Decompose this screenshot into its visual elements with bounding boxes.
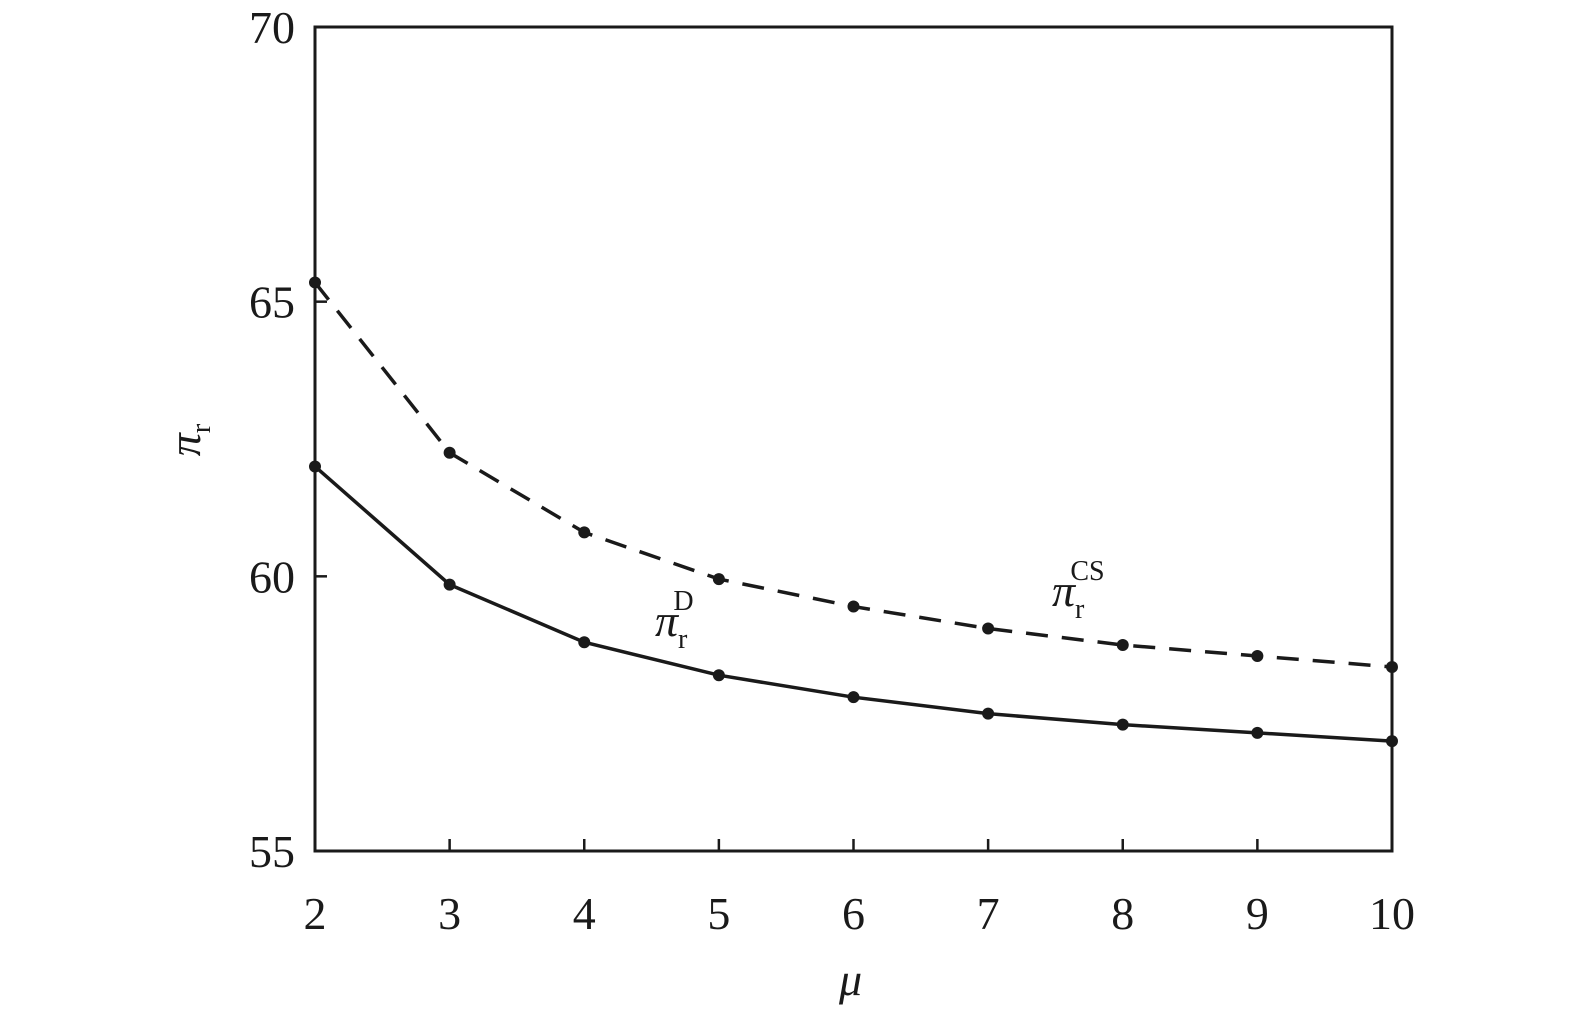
y-axis-title: πr bbox=[159, 423, 217, 456]
y-axis-ticks: 55 60 65 70 bbox=[249, 2, 327, 877]
y-axis-title-sub: r bbox=[186, 423, 217, 433]
series-point-cs bbox=[1251, 649, 1264, 662]
x-tick-label: 2 bbox=[304, 888, 327, 939]
series-point-d bbox=[1386, 735, 1398, 748]
y-tick-label: 60 bbox=[249, 551, 295, 602]
series-point-d bbox=[1116, 718, 1129, 731]
series-label-d-main: π bbox=[655, 595, 680, 646]
x-tick-label: 6 bbox=[842, 888, 865, 939]
series-point-d bbox=[443, 578, 456, 591]
x-tick-label: 4 bbox=[573, 888, 596, 939]
x-axis-title: μ bbox=[838, 954, 862, 1005]
x-tick-label: 9 bbox=[1246, 888, 1269, 939]
series-point-cs bbox=[578, 526, 591, 539]
series-point-d bbox=[1251, 726, 1264, 739]
series-layer bbox=[309, 276, 1398, 748]
series-point-cs bbox=[712, 573, 725, 586]
series-label-cs-sub: r bbox=[1075, 594, 1085, 625]
series-label-d-sub: r bbox=[678, 624, 688, 655]
series-label-cs-sup: CS bbox=[1070, 556, 1104, 587]
y-tick-label: 65 bbox=[249, 277, 295, 328]
series-point-cs bbox=[1116, 639, 1129, 651]
x-tick-label: 5 bbox=[707, 888, 730, 939]
x-tick-label: 7 bbox=[977, 888, 1000, 939]
series-label-cs: πr CS bbox=[1052, 556, 1105, 625]
series-point-d bbox=[982, 707, 995, 720]
series-point-d bbox=[309, 460, 321, 473]
y-tick-label: 70 bbox=[249, 2, 295, 53]
series-point-d bbox=[578, 636, 591, 649]
series-point-cs bbox=[443, 446, 456, 459]
series-point-cs bbox=[847, 600, 860, 613]
x-axis-ticks: 2 3 4 5 6 7 8 9 10 bbox=[304, 839, 1415, 939]
series-label-cs-main: π bbox=[1052, 565, 1077, 616]
series-point-cs bbox=[982, 622, 995, 635]
series-label-d-sup: D bbox=[673, 586, 693, 617]
series-point-cs bbox=[309, 276, 321, 289]
x-tick-label: 10 bbox=[1369, 888, 1415, 939]
series-point-cs bbox=[1386, 660, 1398, 673]
series-point-d bbox=[847, 691, 860, 704]
y-tick-label: 55 bbox=[249, 826, 295, 877]
x-tick-label: 3 bbox=[438, 888, 461, 939]
series-point-d bbox=[712, 669, 725, 682]
x-tick-label: 8 bbox=[1111, 888, 1134, 939]
y-axis-title-main: π bbox=[159, 431, 210, 456]
plot-frame bbox=[313, 25, 1394, 853]
series-label-d: πrD bbox=[655, 586, 694, 655]
